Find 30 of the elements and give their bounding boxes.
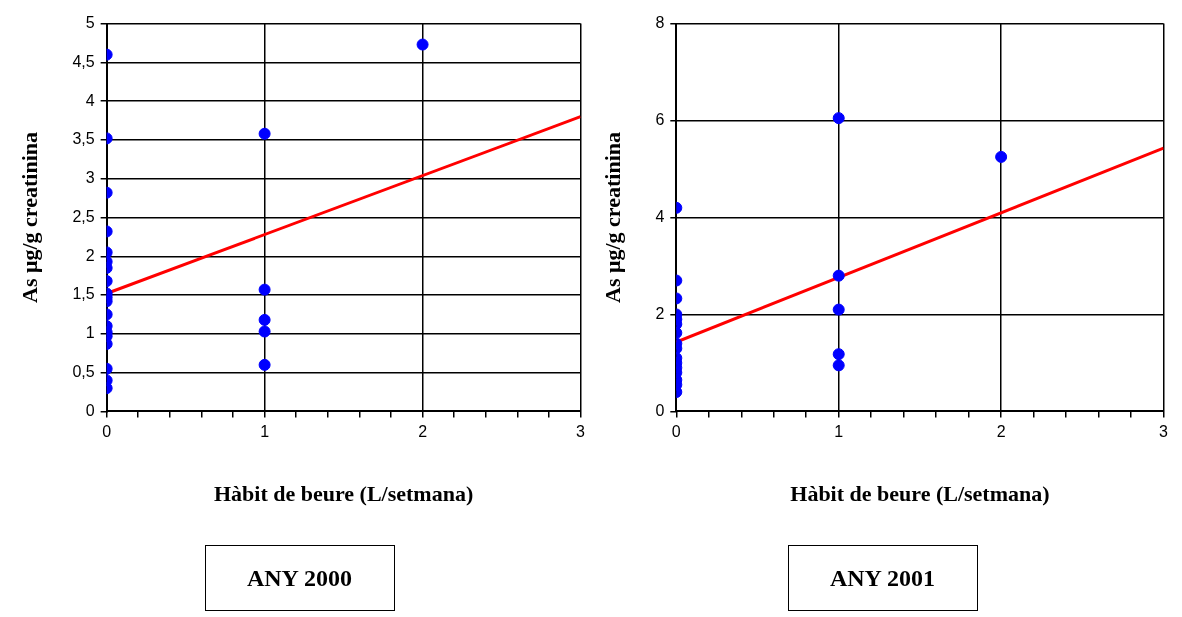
y-tick-label: 4,5	[72, 52, 95, 70]
x-tick-label: 3	[576, 423, 586, 441]
y-tick-label: 1	[85, 324, 95, 342]
y-tick-label: 0	[655, 401, 665, 419]
y-axis-title: As μg/g creatinina	[16, 132, 42, 303]
y-tick-label: 3,5	[72, 130, 95, 148]
y-tick-label: 4	[85, 91, 95, 109]
y-tick-label: 3	[85, 169, 95, 187]
x-tick-label: 2	[418, 423, 428, 441]
x-tick-label: 3	[1159, 423, 1169, 441]
x-axis-title: Hàbit de beure (L/setmana)	[213, 481, 474, 507]
y-tick-label: 2	[85, 246, 95, 264]
x-axis-title: Hàbit de beure (L/setmana)	[790, 481, 1050, 507]
y-tick-label: 8	[655, 14, 665, 32]
text: ANY 2000	[204, 545, 395, 611]
y-tick-label: 0,5	[72, 363, 95, 381]
y-tick-label: 1,5	[72, 285, 95, 303]
y-tick-label: 2,5	[72, 207, 95, 225]
y-tick-label: 4	[655, 207, 665, 225]
y-tick-label: 5	[85, 14, 95, 32]
x-tick-label: 0	[102, 423, 112, 441]
text: ANY 2001	[787, 545, 978, 611]
y-tick-label: 2	[655, 304, 665, 322]
x-tick-label: 0	[671, 423, 681, 441]
y-tick-label: 6	[655, 110, 665, 128]
y-tick-label: 0	[85, 401, 95, 419]
x-tick-label: 1	[834, 423, 844, 441]
x-tick-label: 2	[996, 423, 1006, 441]
y-axis-title: As μg/g creatinina	[599, 132, 625, 303]
x-tick-label: 1	[260, 423, 270, 441]
